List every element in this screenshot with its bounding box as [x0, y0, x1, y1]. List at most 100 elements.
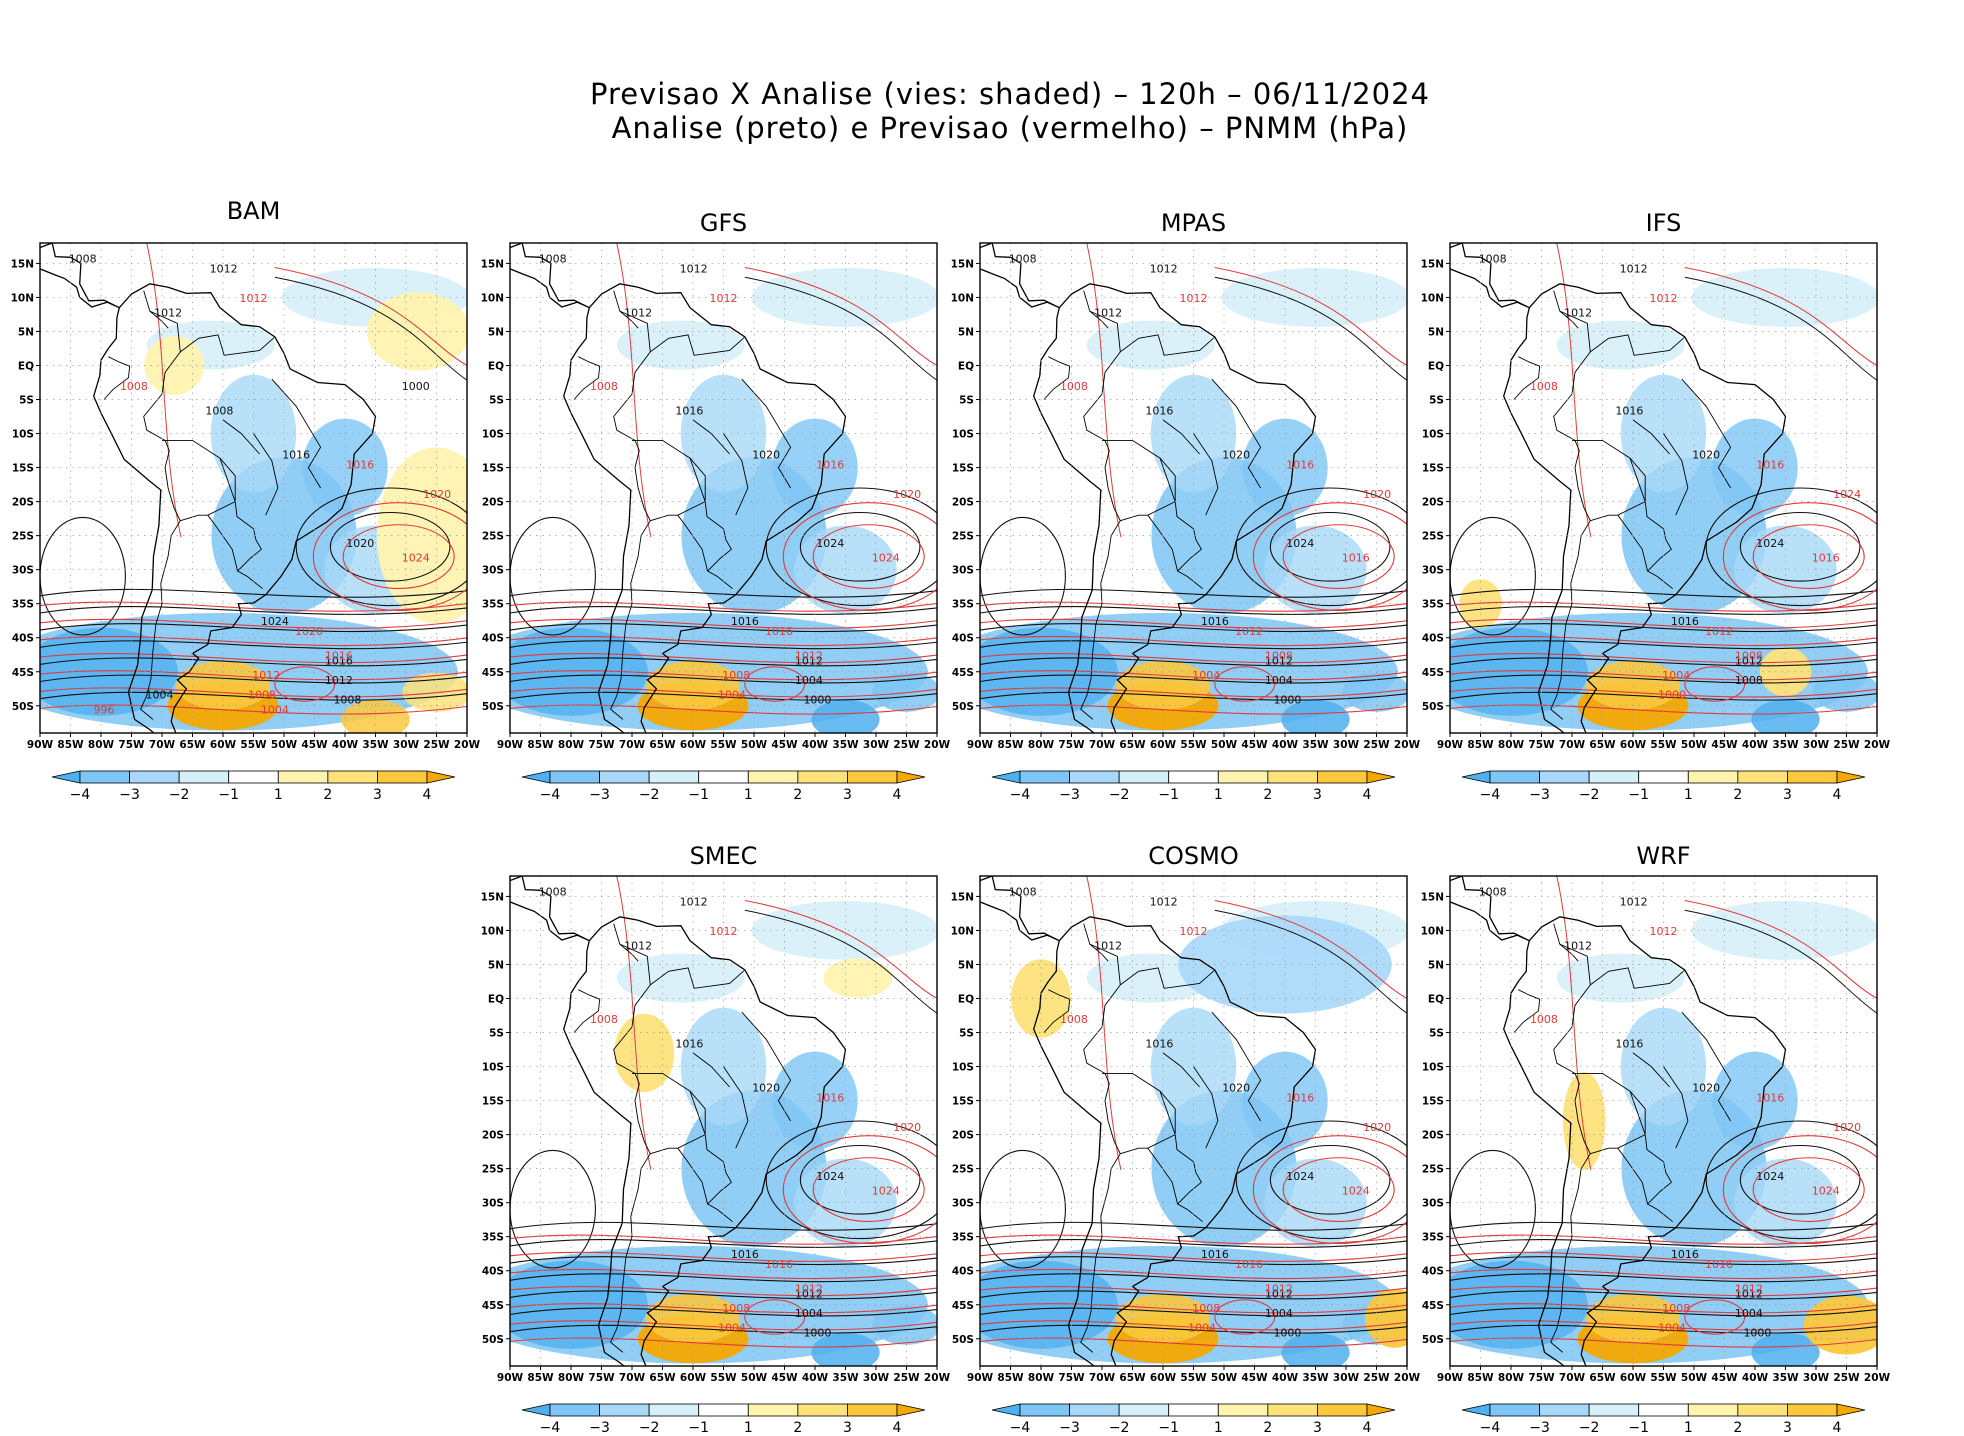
lat-tick-label: 10N [481, 925, 504, 937]
contour-label-analysis: 1024 [1756, 1170, 1784, 1183]
lon-tick-label: 30W [863, 1372, 890, 1384]
isobar-line [510, 1285, 937, 1297]
lat-tick-label: 5S [1429, 1028, 1444, 1040]
contour-label-analysis: 1012 [624, 940, 652, 953]
lat-tick-label: 40S [482, 1266, 504, 1278]
lon-tick-label: 45W [771, 739, 798, 751]
colorbar-label: 3 [843, 1420, 852, 1436]
isobar-line [744, 1299, 806, 1335]
isobar-line [1684, 900, 1877, 999]
contour-label-analysis: 1008 [1009, 253, 1037, 266]
contour-label-analysis: 1024 [816, 1170, 844, 1183]
contour-label-forecast: 1016 [1235, 1258, 1263, 1271]
isobar-line [40, 588, 467, 598]
country-border [1663, 433, 1689, 516]
isobar-line [1739, 1144, 1861, 1215]
isobar-line [1450, 652, 1877, 664]
lon-tick-label: 70W [1559, 1372, 1586, 1384]
lon-tick-label: 90W [1437, 739, 1464, 751]
bias-shading [751, 268, 937, 327]
lon-tick-label: 50W [741, 739, 768, 751]
colorbar-label: −1 [688, 787, 709, 803]
country-border [1120, 967, 1215, 989]
lon-tick-label: 50W [1681, 1372, 1708, 1384]
isobars-analysis [980, 909, 1407, 1334]
isobar-line [1450, 635, 1877, 647]
colorbar-segment [1317, 1403, 1368, 1417]
colorbar-label: −2 [1579, 787, 1600, 803]
bias-shading [811, 699, 880, 733]
contour-label-forecast: 1008 [722, 1302, 750, 1315]
country-border [1513, 356, 1541, 400]
lon-tick-label: 40W [1272, 1372, 1299, 1384]
country-border [1043, 356, 1071, 400]
lat-tick-label: 15N [951, 258, 974, 270]
colorbar-segment [1588, 1403, 1640, 1417]
lon-tick-label: 20W [1864, 739, 1891, 751]
colorbar-label: −2 [639, 787, 660, 803]
lat-tick-label: 35S [1422, 1232, 1444, 1244]
country-border [1632, 1052, 1670, 1088]
lon-tick-label: 50W [1211, 739, 1238, 751]
isobar-line [1450, 687, 1877, 698]
country-border [1681, 378, 1732, 489]
lon-tick-label: 80W [1028, 739, 1055, 751]
country-border [650, 334, 745, 356]
colorbar-segment [1737, 770, 1788, 784]
contour-label-forecast: 1012 [795, 1283, 823, 1296]
bias-shading [1759, 647, 1812, 697]
lon-tick-label: 35W [1302, 1372, 1329, 1384]
colorbar-segment [797, 1403, 848, 1417]
lon-tick-label: 85W [57, 739, 84, 751]
isobars-analysis [510, 909, 937, 1334]
colorbar: −4 −3 −2 −1 1 2 3 4 [1461, 770, 1866, 803]
colorbar-label: 1 [744, 787, 753, 803]
isobar-line [1450, 588, 1877, 598]
map-area: 1008101210121016102010241016101210041000… [510, 243, 937, 733]
lat-tick-label: 30S [482, 565, 504, 577]
country-border [1663, 1066, 1689, 1149]
isobars-forecast [510, 243, 937, 715]
country-border [573, 989, 601, 1033]
isobar-line [980, 1239, 1407, 1248]
contour-label-analysis: 1012 [1265, 654, 1293, 667]
isobar-line [1450, 618, 1877, 629]
contour-label-analysis: 1012 [1265, 1287, 1293, 1300]
isobar-line [616, 876, 652, 1171]
lat-tick-label: 15N [11, 258, 34, 270]
lon-tick-label: 55W [1650, 739, 1677, 751]
contour-label-analysis: 1020 [1692, 449, 1720, 462]
bias-shading [302, 418, 388, 517]
isobar-line [40, 640, 467, 650]
isobar-line [1450, 606, 1877, 615]
isobar-line [1752, 524, 1865, 590]
bias-shading [616, 320, 745, 370]
isobar-line [40, 606, 467, 615]
lat-tick-label: 40S [12, 633, 34, 645]
lon-tick-label: 85W [1467, 1372, 1494, 1384]
lat-tick-label: 10N [1421, 925, 1444, 937]
colorbar-segment [1489, 770, 1540, 784]
lat-tick-label: 10S [12, 429, 34, 441]
country-border [610, 520, 651, 720]
contour-label-analysis: 1000 [1743, 1327, 1771, 1340]
lon-tick-label: 40W [802, 1372, 829, 1384]
bias-shading [751, 901, 937, 960]
lon-tick-label: 75W [1528, 1372, 1555, 1384]
isobar-line [1450, 704, 1877, 715]
isobar-line [510, 687, 937, 698]
contour-label-analysis: 1024 [1286, 1170, 1314, 1183]
lat-tick-label: 20S [952, 497, 974, 509]
contour-label-analysis: 1016 [282, 449, 310, 462]
country-border [677, 514, 709, 572]
bias-shading [772, 418, 858, 517]
isobar-line [1214, 666, 1276, 702]
isobars-forecast [980, 243, 1407, 715]
panel-title: BAM [227, 197, 281, 225]
isobar-line [765, 1120, 937, 1240]
lat-tick-label: 30S [952, 565, 974, 577]
country-border [271, 378, 322, 489]
lat-tick-label: 30S [952, 1198, 974, 1210]
lat-tick-label: 10N [1421, 292, 1444, 304]
